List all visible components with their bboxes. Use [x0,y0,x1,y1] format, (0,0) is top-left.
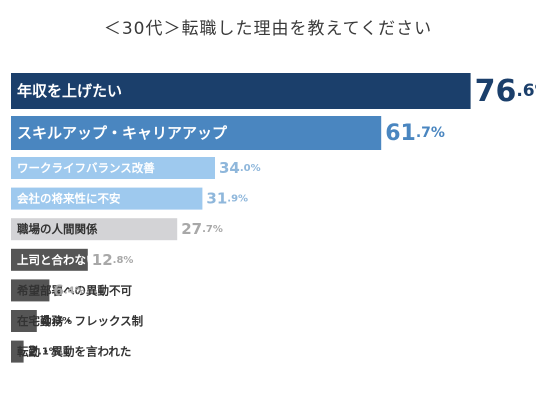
category-label-8: 在宅勤務・フレックス制 [17,314,143,328]
value-int-8: 4 [41,312,51,330]
value-int-4: 31 [206,190,227,208]
value-label-7: 6.4% [53,281,84,299]
bar-9 [11,340,24,363]
bar-4 [11,187,203,210]
bar-5 [11,218,178,241]
bar-2 [11,116,382,150]
bar-7 [11,279,50,302]
value-dec-9: .1% [38,346,59,357]
value-label-3: 34.0% [219,159,261,177]
value-int-6: 12 [92,251,113,269]
value-label-8: 4.3% [41,312,72,330]
value-int-7: 6 [53,281,63,299]
category-label-1: 年収を上げたい [17,82,122,100]
category-label-9: 転勤・異動を言われた [17,345,131,359]
category-label-2: スキルアップ・キャリアアップ [17,124,228,142]
bar-3 [11,157,215,179]
value-dec-5: .7% [202,224,223,235]
bar-8 [11,310,37,332]
category-label-5: 職場の人間関係 [17,222,98,236]
chart-title: ＜30代＞転職した理由を教えてください [103,19,433,39]
value-int-9: 2 [28,343,38,361]
value-dec-1: .6% [516,81,536,101]
value-dec-3: .0% [240,163,261,174]
value-int-2: 61 [385,121,416,146]
value-label-4: 31.9% [206,190,248,208]
value-dec-8: .3% [51,316,72,327]
value-int-3: 34 [219,159,240,177]
category-label-4: 会社の将来性に不安 [16,192,121,206]
bar-1 [11,73,471,109]
value-int-5: 27 [181,220,202,238]
value-dec-2: .7% [416,125,445,141]
value-label-6: 12.8% [92,251,134,269]
category-label-3: ワークライフバランス改善 [17,161,155,175]
value-label-2: 61.7% [385,121,445,146]
value-dec-7: .4% [64,285,85,296]
value-int-1: 76 [475,74,517,109]
value-label-5: 27.7% [181,220,223,238]
value-label-1: 76.6% [475,74,536,109]
bar-6 [11,248,88,271]
value-dec-4: .9% [227,193,248,204]
category-label-6: 上司と合わない [17,253,98,267]
value-label-9: 2.1% [28,343,59,361]
category-label-7: 希望部署への異動不可 [16,283,132,297]
value-dec-6: .8% [113,254,134,265]
